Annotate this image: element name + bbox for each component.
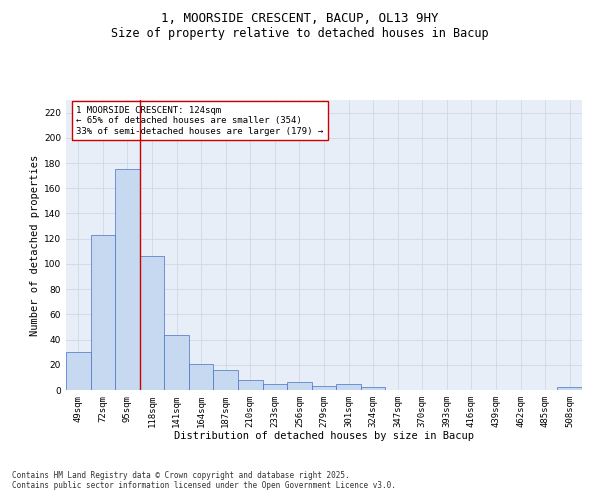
Bar [164,334,189,390]
Bar [140,256,164,390]
Text: 1, MOORSIDE CRESCENT, BACUP, OL13 9HY: 1, MOORSIDE CRESCENT, BACUP, OL13 9HY [161,12,439,26]
Bar [238,380,263,390]
Bar [361,388,385,390]
Bar [557,388,582,390]
Text: Size of property relative to detached houses in Bacup: Size of property relative to detached ho… [111,28,489,40]
Text: 1 MOORSIDE CRESCENT: 124sqm
← 65% of detached houses are smaller (354)
33% of se: 1 MOORSIDE CRESCENT: 124sqm ← 65% of det… [76,106,323,136]
Bar [91,235,115,390]
Bar [263,384,287,390]
Bar [189,364,214,390]
Bar [66,352,91,390]
X-axis label: Distribution of detached houses by size in Bacup: Distribution of detached houses by size … [174,432,474,442]
Y-axis label: Number of detached properties: Number of detached properties [30,154,40,336]
Bar [336,384,361,390]
Bar [312,386,336,390]
Text: Contains HM Land Registry data © Crown copyright and database right 2025.
Contai: Contains HM Land Registry data © Crown c… [12,470,396,490]
Bar [115,170,140,390]
Bar [214,370,238,390]
Bar [287,382,312,390]
